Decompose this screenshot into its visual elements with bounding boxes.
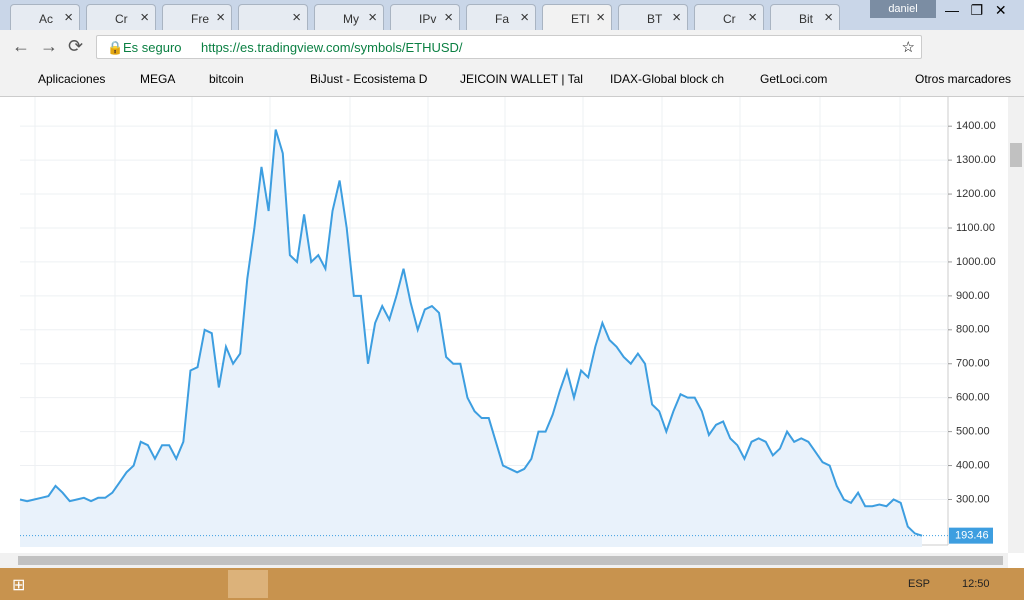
taskbar: ⊞ ESP 12:50 — [0, 568, 1024, 600]
scroll-thumb[interactable] — [1010, 143, 1022, 167]
tab-strip: daniel — ❐ ✕ AcCrFreMyIPvFaETIBTCrBit — [0, 0, 1024, 30]
v-scrollbar[interactable] — [1008, 97, 1024, 553]
tab[interactable]: ETI — [542, 4, 612, 30]
price-line — [19, 129, 923, 537]
omnibox[interactable]: 🔒 Es seguro https://es.tradingview.com/s… — [96, 35, 922, 59]
bookmark[interactable]: IDAX-Global block ch — [610, 72, 725, 86]
y-tick-label: 300.00 — [956, 493, 990, 505]
bookmark[interactable]: GetLoci.com — [760, 72, 828, 86]
y-tick-label: 1100.00 — [956, 222, 995, 234]
language[interactable]: ESP — [908, 578, 931, 590]
other-bookmarks[interactable]: Otros marcadores — [915, 72, 1012, 86]
clock[interactable]: 12:50 — [962, 578, 990, 590]
y-tick-label: 400.00 — [956, 459, 990, 471]
bookmarks-bar: Otros marcadores Aplicaciones MEGA bitcoin… — [0, 63, 1024, 97]
last-price-label: 193.46 — [955, 530, 989, 542]
tab[interactable]: BT — [618, 4, 688, 30]
active-app[interactable] — [228, 570, 268, 598]
h-scroll-thumb[interactable] — [18, 556, 1003, 565]
bookmark[interactable]: JEICOIN WALLET | Tal — [460, 72, 583, 86]
y-tick-label: 700.00 — [956, 358, 990, 370]
url: https://es.tradingview.com/symbols/ETHUS… — [201, 40, 463, 55]
bookmark[interactable]: bitcoin — [209, 72, 244, 86]
y-tick-label: 1300.00 — [956, 154, 996, 166]
user-badge[interactable]: daniel — [870, 0, 936, 18]
security-label: Es seguro — [123, 40, 182, 55]
star[interactable]: ☆ — [901, 39, 915, 56]
tab[interactable]: Ac — [10, 4, 80, 30]
tab[interactable]: Cr — [86, 4, 156, 30]
tab[interactable]: Bit — [770, 4, 840, 30]
bookmark[interactable]: BiJust - Ecosistema D — [310, 72, 428, 86]
bookmark[interactable]: MEGA — [140, 72, 176, 86]
y-tick-label: 1400.00 — [956, 120, 996, 132]
y-tick-label: 900.00 — [956, 290, 990, 302]
y-tick-label: 1200.00 — [956, 188, 996, 200]
lock: 🔒 — [107, 40, 124, 55]
y-tick-label: 600.00 — [956, 392, 990, 404]
bookmark[interactable]: Aplicaciones — [38, 72, 106, 86]
window-controls[interactable]: — ❐ ✕ — [945, 2, 1007, 18]
area — [20, 129, 922, 547]
y-tick-label: 800.00 — [956, 324, 990, 336]
tab[interactable]: Fa — [466, 4, 536, 30]
start-button[interactable]: ⊞ — [12, 577, 26, 594]
tab[interactable]: My — [314, 4, 384, 30]
tab[interactable]: Fre — [162, 4, 232, 30]
tab[interactable] — [238, 4, 308, 30]
y-tick-label: 1000.00 — [956, 256, 996, 268]
y-tick-label: 500.00 — [956, 426, 990, 438]
tab[interactable]: Cr — [694, 4, 764, 30]
last-price-box — [949, 527, 993, 544]
chart: 300.00 400.00 500.00 600.00 700.00 800.00 900.… — [0, 97, 1024, 568]
tab[interactable]: IPv — [390, 4, 460, 30]
nav-buttons[interactable]: ← → ⟳ — [12, 36, 84, 56]
